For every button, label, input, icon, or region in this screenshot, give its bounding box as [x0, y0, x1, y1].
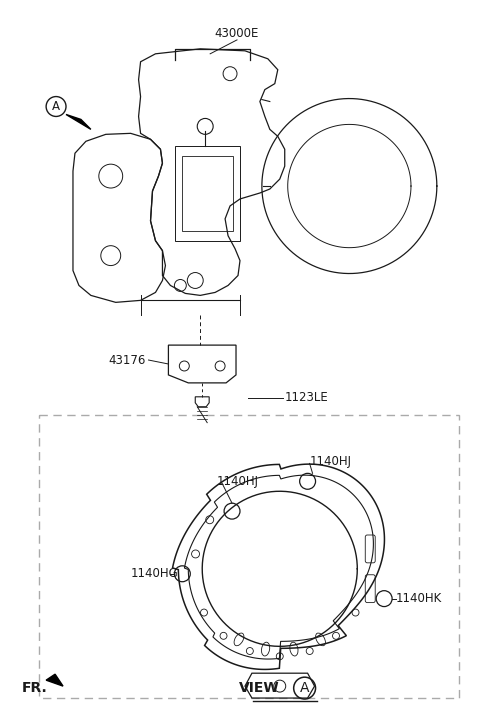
Text: 1123LE: 1123LE	[285, 391, 328, 404]
Text: A: A	[52, 100, 60, 113]
Text: 1140HJ: 1140HJ	[217, 475, 259, 488]
Text: A: A	[300, 681, 309, 695]
Polygon shape	[66, 114, 91, 129]
Text: FR.: FR.	[22, 681, 47, 695]
Text: 43000E: 43000E	[215, 28, 259, 41]
Polygon shape	[46, 674, 63, 686]
Text: 1140HG: 1140HG	[130, 567, 178, 580]
Text: 43176: 43176	[108, 353, 145, 366]
Text: 1140HK: 1140HK	[396, 592, 442, 605]
Text: VIEW: VIEW	[239, 681, 280, 695]
Text: 1140HJ: 1140HJ	[310, 455, 352, 468]
